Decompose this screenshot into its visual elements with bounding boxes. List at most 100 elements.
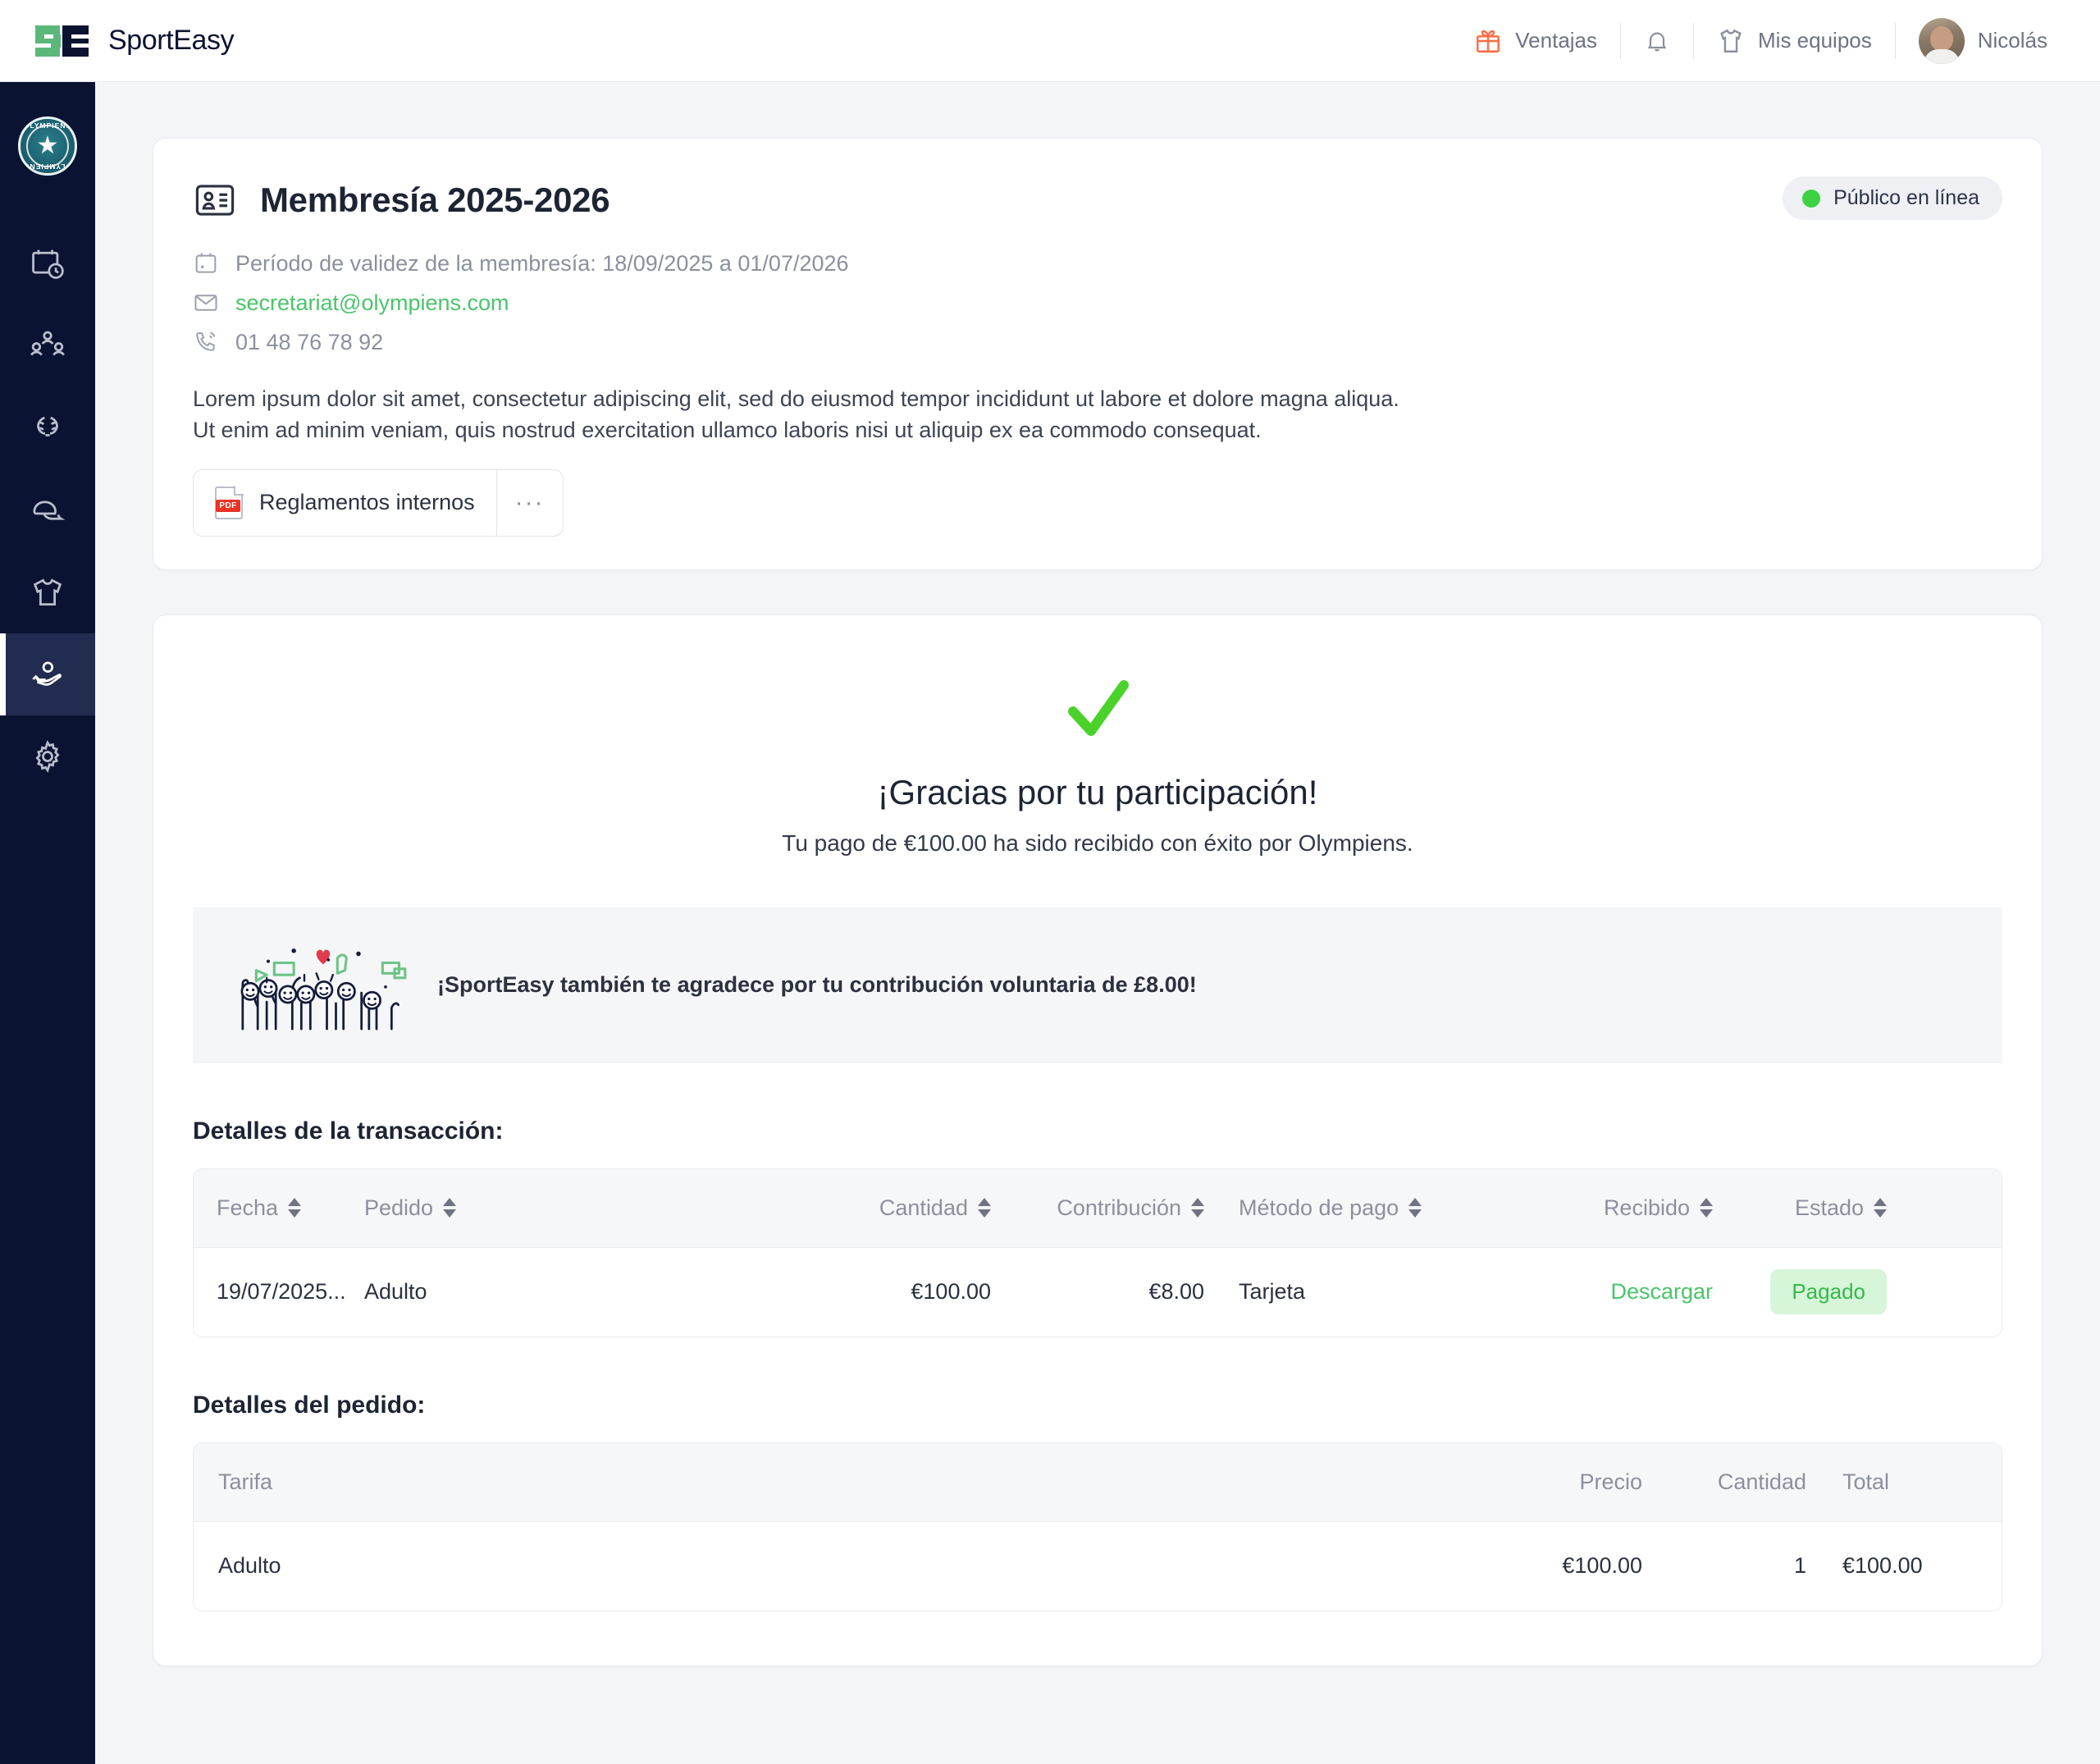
topnav-label-ventajas: Ventajas bbox=[1515, 28, 1598, 53]
olympiens-team-badge-icon[interactable]: OLYMPIENS ★ OLYMPIENS bbox=[18, 117, 77, 176]
sort-icon bbox=[1191, 1198, 1204, 1218]
contribution-banner: ¡SportEasy también te agradece por tu co… bbox=[193, 907, 2002, 1063]
success-block: ¡Gracias por tu participación! Tu pago d… bbox=[193, 665, 2002, 857]
main-content: Público en línea Membresía 2025-2026 Per… bbox=[95, 82, 2100, 1764]
th-estado[interactable]: Estado bbox=[1719, 1195, 1908, 1221]
cell-total: €100.00 bbox=[1842, 1553, 1923, 1579]
th-precio: Precio bbox=[1579, 1469, 1642, 1494]
th-metodo-de-pago[interactable]: Método de pago bbox=[1211, 1195, 1481, 1221]
membership-header-card: Público en línea Membresía 2025-2026 Per… bbox=[153, 138, 2043, 570]
th-fecha[interactable]: Fecha bbox=[194, 1195, 358, 1221]
check-wrap bbox=[193, 665, 2002, 755]
sort-icon bbox=[978, 1198, 991, 1218]
sort-icon bbox=[1874, 1198, 1887, 1218]
sort-icon bbox=[288, 1198, 302, 1218]
bell-icon bbox=[1647, 32, 1667, 51]
brand[interactable]: SportEasy bbox=[33, 21, 235, 62]
th-contribucion-label: Contribución bbox=[1057, 1195, 1181, 1220]
cell-cantidad: 1 bbox=[1793, 1553, 1806, 1579]
attachment-more-button[interactable]: ··· bbox=[495, 469, 563, 536]
sidebar: OLYMPIENS ★ OLYMPIENS bbox=[0, 82, 95, 1764]
meta-row-phone: 01 48 76 78 92 bbox=[193, 329, 2002, 355]
sidebar-item-calendario[interactable] bbox=[0, 223, 95, 305]
sidebar-item-mensajes[interactable] bbox=[0, 469, 95, 551]
cell-recibido: Descargar bbox=[1481, 1279, 1719, 1305]
th-pedido-label: Pedido bbox=[364, 1195, 434, 1220]
cell-cantidad: €100.00 bbox=[911, 1279, 991, 1305]
cell-fecha: 19/07/2025... bbox=[217, 1279, 346, 1305]
divider bbox=[1693, 22, 1695, 59]
cell-precio: €100.00 bbox=[1562, 1553, 1642, 1579]
calendar-clock-icon bbox=[32, 249, 64, 279]
tshirt-icon bbox=[1720, 29, 1742, 53]
badge-bottom-text: OLYMPIENS bbox=[23, 162, 72, 171]
sort-icon bbox=[443, 1198, 457, 1218]
gift-icon bbox=[1477, 30, 1500, 53]
th-fecha-label: Fecha bbox=[217, 1195, 279, 1220]
pdf-file-icon: PDF bbox=[215, 485, 244, 519]
trophy-laurel-icon bbox=[37, 416, 58, 436]
sidebar-item-pagos[interactable] bbox=[0, 633, 95, 715]
topnav-item-ventajas[interactable]: Ventajas bbox=[1451, 19, 1620, 63]
topnav-label-user: Nicolás bbox=[1977, 28, 2048, 53]
sidebar-item-resultados[interactable] bbox=[0, 387, 95, 469]
th-cantidad[interactable]: Cantidad bbox=[751, 1195, 998, 1221]
success-subtext: Tu pago de €100.00 ha sido recibido con … bbox=[782, 829, 1413, 856]
th-total: Total bbox=[1842, 1469, 1890, 1494]
divider bbox=[1620, 22, 1622, 59]
meta-email-link[interactable]: secretariat@olympiens.com bbox=[235, 290, 509, 315]
phone-icon bbox=[196, 331, 216, 351]
page-title: Membresía 2025-2026 bbox=[260, 181, 610, 219]
th-recibido-label: Recibido bbox=[1603, 1195, 1690, 1220]
th-contribucion[interactable]: Contribución bbox=[998, 1195, 1211, 1221]
th-estado-label: Estado bbox=[1794, 1195, 1864, 1220]
chat-icon bbox=[33, 500, 66, 520]
order-table-header: Tarifa Precio Cantidad Total bbox=[194, 1442, 2002, 1522]
download-receipt-link[interactable]: Descargar bbox=[1610, 1279, 1713, 1305]
cell-contribucion: €8.00 bbox=[1148, 1279, 1204, 1305]
topnav-item-notifications[interactable] bbox=[1621, 19, 1693, 63]
table-row[interactable]: 19/07/2025... Adulto €100.00 €8.00 Tarje… bbox=[194, 1247, 2002, 1337]
status-badge[interactable]: Público en línea bbox=[1783, 176, 2002, 220]
attachment-label: Reglamentos internos bbox=[259, 490, 475, 515]
green-check-icon bbox=[1068, 679, 1129, 736]
sidebar-items bbox=[0, 223, 95, 797]
top-nav: Ventajas Mis equipos Nicolás bbox=[1451, 17, 2070, 64]
meta-row-validity: Período de validez de la membresía: 18/0… bbox=[193, 250, 2002, 276]
status-dot-icon bbox=[1802, 189, 1821, 208]
payment-confirmation-card: ¡Gracias por tu participación! Tu pago d… bbox=[153, 614, 2043, 1666]
hand-coin-icon bbox=[32, 661, 62, 686]
meta-phone-text: 01 48 76 78 92 bbox=[235, 329, 384, 354]
sidebar-item-miembros[interactable] bbox=[0, 305, 95, 387]
th-metodo-label: Método de pago bbox=[1239, 1195, 1399, 1220]
topnav-item-mis-equipos[interactable]: Mis equipos bbox=[1694, 19, 1895, 63]
id-card-icon bbox=[195, 185, 235, 216]
success-heading: ¡Gracias por tu participación! bbox=[877, 772, 1318, 811]
attachment-chip-reglamentos[interactable]: PDF Reglamentos internos ··· bbox=[193, 468, 564, 537]
th-cantidad: Cantidad bbox=[1717, 1469, 1806, 1494]
brand-name: SportEasy bbox=[108, 25, 235, 56]
sidebar-item-ajustes[interactable] bbox=[0, 715, 95, 797]
sort-icon bbox=[1408, 1198, 1422, 1218]
transaction-table-header: Fecha Pedido Cantidad Contribución Métod… bbox=[194, 1168, 2002, 1248]
status-badge-label: Público en línea bbox=[1833, 186, 1979, 209]
calendar-icon bbox=[195, 253, 217, 273]
attachment-open-area[interactable]: PDF Reglamentos internos bbox=[194, 470, 496, 536]
members-icon bbox=[30, 331, 65, 356]
page-title-row: Membresía 2025-2026 bbox=[193, 178, 2002, 222]
meta-row-email[interactable]: secretariat@olympiens.com bbox=[193, 290, 2002, 316]
th-cantidad-label: Cantidad bbox=[879, 1195, 968, 1220]
order-section-title: Detalles del pedido: bbox=[193, 1391, 426, 1419]
th-recibido[interactable]: Recibido bbox=[1481, 1195, 1719, 1221]
cell-tarifa: Adulto bbox=[218, 1553, 281, 1579]
sort-icon bbox=[1700, 1198, 1713, 1218]
th-tarifa: Tarifa bbox=[218, 1469, 273, 1494]
mail-icon bbox=[194, 295, 217, 311]
tshirt-icon bbox=[33, 578, 62, 606]
sporteasy-logo-icon bbox=[35, 25, 89, 57]
topnav-item-user[interactable]: Nicolás bbox=[1896, 17, 2070, 64]
th-pedido[interactable]: Pedido bbox=[358, 1195, 751, 1221]
sidebar-item-equipacion[interactable] bbox=[0, 551, 95, 633]
table-row: Adulto €100.00 1 €100.00 bbox=[194, 1521, 2002, 1611]
cell-pedido: Adulto bbox=[364, 1279, 427, 1305]
